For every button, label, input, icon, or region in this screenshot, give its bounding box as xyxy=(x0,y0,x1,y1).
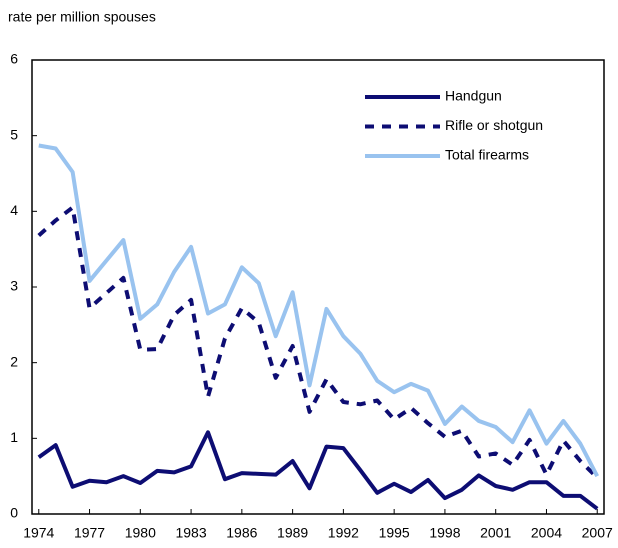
x-tick-label: 1992 xyxy=(328,525,359,541)
series-line xyxy=(38,143,600,478)
y-tick-label: 6 xyxy=(10,51,18,67)
x-tick-label: 1986 xyxy=(226,525,257,541)
y-tick-label: 1 xyxy=(10,429,18,445)
x-tick-label: 2004 xyxy=(531,525,562,541)
y-tick-label: 4 xyxy=(10,202,18,218)
y-tick-label: 3 xyxy=(10,278,18,294)
x-tick-label: 2001 xyxy=(480,525,511,541)
legend-label: Rifle or shotgun xyxy=(445,117,543,133)
series-line xyxy=(37,430,599,511)
y-tick-label: 5 xyxy=(10,126,18,142)
series-line xyxy=(37,205,599,480)
x-tick-label: 1974 xyxy=(23,525,54,541)
legend-label: Handgun xyxy=(445,88,502,104)
x-tick-label: 1980 xyxy=(125,525,156,541)
x-tick-label: 1998 xyxy=(429,525,460,541)
x-tick-label: 1977 xyxy=(74,525,105,541)
legend-label: Total firearms xyxy=(445,147,529,163)
x-tick-label: 1989 xyxy=(277,525,308,541)
x-tick-label: 2007 xyxy=(582,525,613,541)
x-tick-label: 1995 xyxy=(379,525,410,541)
y-tick-label: 0 xyxy=(10,505,18,521)
y-axis-label: rate per million spouses xyxy=(8,9,156,25)
y-tick-label: 2 xyxy=(10,353,18,369)
x-tick-label: 1983 xyxy=(175,525,206,541)
